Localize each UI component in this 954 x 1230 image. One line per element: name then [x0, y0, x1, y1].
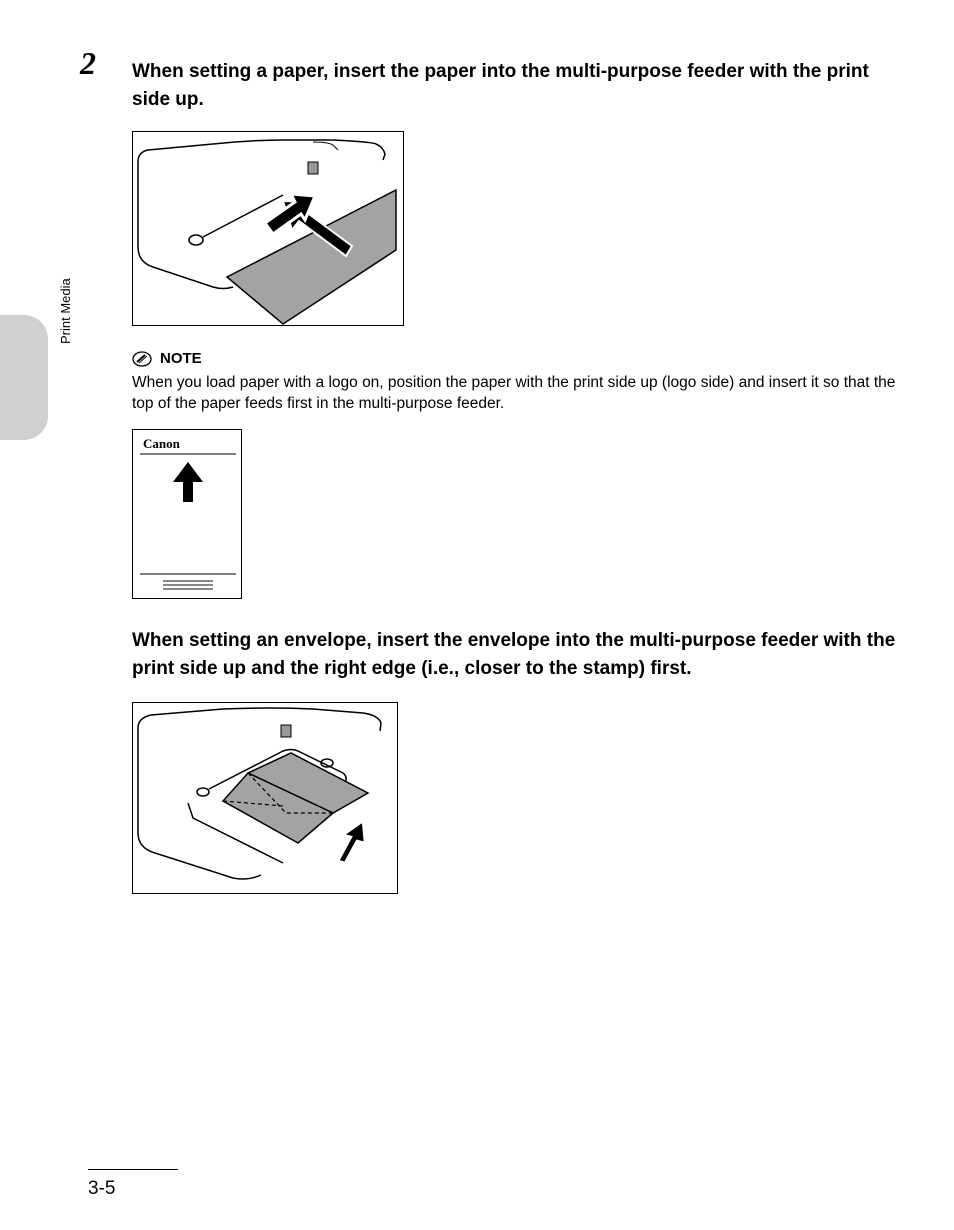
- figure-envelope-feed: [132, 702, 398, 894]
- side-tab: [0, 315, 48, 440]
- note-label: NOTE: [160, 350, 202, 367]
- page-footer: 3-5: [88, 1169, 178, 1200]
- step-heading-envelope: When setting an envelope, insert the env…: [132, 627, 902, 684]
- note-icon: [132, 351, 152, 367]
- note-header: NOTE: [132, 350, 902, 367]
- footer-rule: [88, 1169, 178, 1170]
- step-number: 2: [80, 45, 96, 82]
- side-label: Print Media: [58, 278, 73, 344]
- step-heading-paper: When setting a paper, insert the paper i…: [132, 58, 902, 113]
- note-text: When you load paper with a logo on, posi…: [132, 373, 902, 415]
- content-area: When setting a paper, insert the paper i…: [132, 58, 902, 894]
- canon-logo: Canon: [143, 436, 181, 451]
- figure-paper-feed: [132, 131, 404, 326]
- page-number: 3-5: [88, 1178, 178, 1200]
- figure-logo-paper: Canon: [132, 429, 242, 599]
